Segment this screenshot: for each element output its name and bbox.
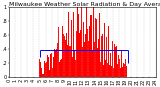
Bar	[105, 60, 106, 77]
Bar	[87, 29, 88, 77]
Bar	[119, 59, 120, 77]
Bar	[83, 22, 84, 77]
Bar	[95, 18, 96, 77]
Bar	[103, 65, 104, 77]
Bar	[55, 50, 56, 77]
Bar	[77, 7, 78, 77]
Bar	[56, 49, 57, 77]
Bar	[106, 37, 107, 77]
Bar	[67, 45, 68, 77]
Bar	[111, 66, 112, 77]
Bar	[43, 74, 44, 77]
Bar	[126, 66, 127, 77]
Bar	[109, 65, 110, 77]
Bar	[71, 20, 72, 77]
Bar	[124, 64, 125, 77]
Bar	[50, 54, 51, 77]
Bar	[60, 60, 61, 77]
Bar	[99, 13, 100, 77]
Bar	[88, 41, 89, 77]
Bar	[85, 34, 86, 77]
Text: Milwaukee Weather Solar Radiation & Day Average per Minute W/m2 (Today): Milwaukee Weather Solar Radiation & Day …	[9, 2, 160, 7]
Bar	[61, 59, 62, 77]
Bar	[74, 50, 75, 77]
Bar	[101, 36, 102, 77]
Bar	[59, 62, 60, 77]
Bar	[69, 46, 70, 77]
Bar	[84, 42, 85, 77]
Bar	[41, 68, 43, 77]
Bar	[91, 15, 92, 77]
Bar	[94, 42, 95, 77]
Bar	[66, 33, 67, 77]
Bar	[46, 62, 47, 77]
Bar	[86, 7, 87, 77]
Bar	[116, 46, 117, 77]
Bar	[100, 62, 101, 77]
Bar	[70, 46, 71, 77]
Bar	[92, 7, 94, 77]
Bar	[75, 60, 76, 77]
Bar	[51, 53, 52, 77]
Bar	[52, 68, 53, 77]
Bar	[80, 30, 81, 77]
Bar	[82, 47, 83, 77]
Bar	[118, 55, 119, 77]
Bar	[125, 59, 126, 77]
Bar	[121, 51, 122, 77]
Bar	[62, 26, 63, 77]
Bar	[40, 62, 41, 77]
Bar	[110, 53, 111, 77]
Bar	[98, 39, 99, 77]
Bar	[72, 57, 73, 77]
Bar	[78, 14, 79, 77]
Bar	[79, 33, 80, 77]
Bar	[63, 34, 64, 77]
Bar	[81, 7, 82, 77]
Bar	[64, 36, 65, 77]
Bar	[39, 59, 40, 77]
Bar	[104, 23, 105, 77]
Bar	[114, 44, 115, 77]
Bar	[65, 40, 66, 77]
Bar	[102, 34, 103, 77]
Bar	[113, 68, 114, 77]
Bar	[96, 19, 97, 77]
Bar	[68, 12, 69, 77]
Bar	[53, 58, 54, 77]
Bar	[117, 64, 118, 77]
Bar	[123, 63, 124, 77]
Bar	[112, 41, 113, 77]
Bar	[57, 43, 58, 77]
Bar	[76, 31, 77, 77]
Bar	[54, 49, 55, 77]
Bar	[44, 63, 46, 77]
Bar	[48, 57, 49, 77]
Bar	[115, 47, 116, 77]
Bar	[49, 70, 50, 77]
Bar	[108, 26, 109, 77]
Bar	[122, 67, 123, 77]
Bar	[47, 55, 48, 77]
Bar	[97, 48, 98, 77]
Bar	[73, 12, 74, 77]
Bar	[58, 27, 59, 77]
Bar	[107, 63, 108, 77]
Bar	[89, 26, 91, 77]
Bar	[120, 68, 121, 77]
